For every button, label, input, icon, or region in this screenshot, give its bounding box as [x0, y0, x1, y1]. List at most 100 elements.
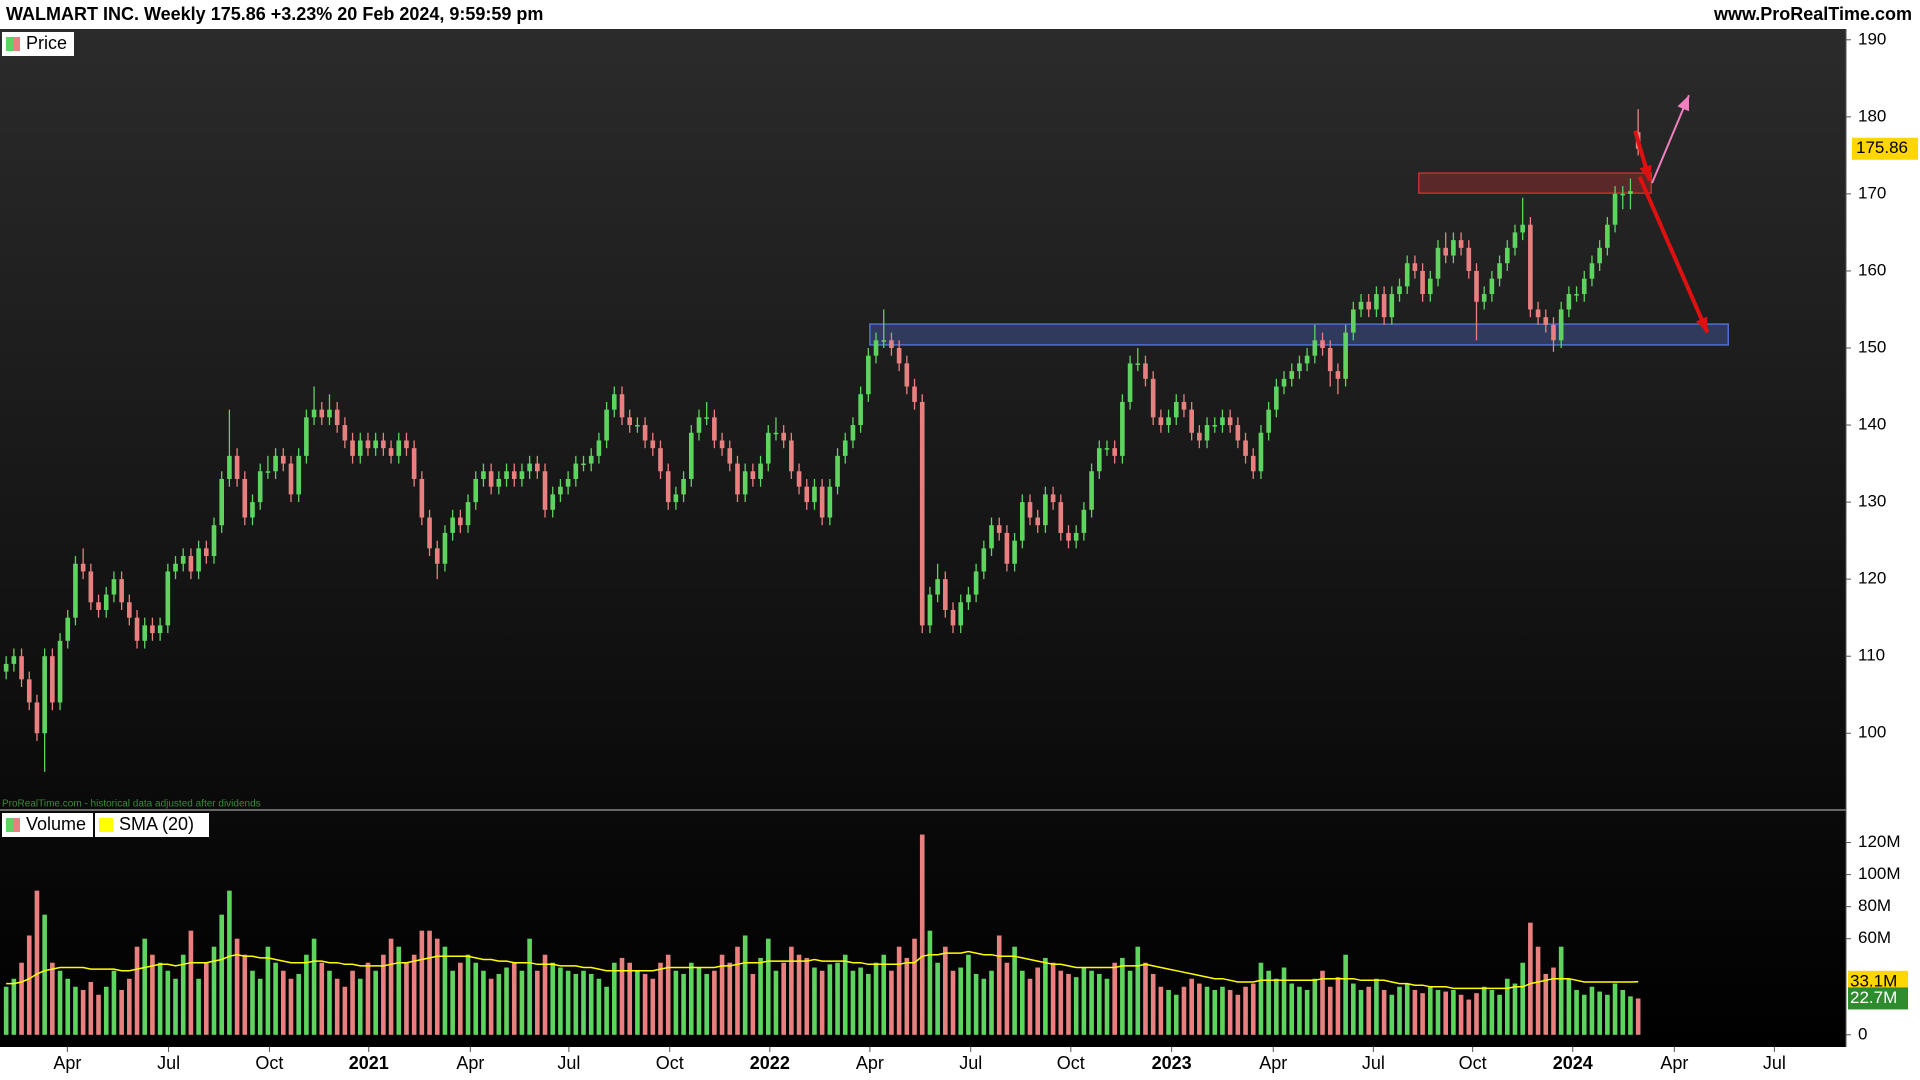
volume-bar — [1004, 962, 1010, 1035]
volume-bar — [288, 978, 294, 1035]
candle-body — [866, 355, 871, 395]
volume-bar — [465, 954, 471, 1035]
candle-body — [812, 486, 817, 503]
candle-body — [958, 602, 964, 626]
volume-bar — [1050, 962, 1056, 1035]
volume-bar — [1096, 973, 1102, 1035]
candle-body — [1004, 532, 1010, 564]
candle-body — [142, 625, 148, 641]
candle-body — [1366, 301, 1372, 310]
y-tick-label: 120 — [1858, 569, 1886, 588]
candle-body — [896, 347, 902, 364]
volume-bar — [1351, 983, 1356, 1035]
volume-bar — [203, 962, 209, 1035]
volume-bar — [527, 938, 532, 1035]
candle-body — [319, 409, 325, 418]
volume-bar — [1597, 991, 1602, 1035]
volume-bar — [280, 970, 286, 1035]
y-tick-label: 190 — [1858, 29, 1886, 48]
volume-bar — [1066, 973, 1071, 1035]
y-tick-label: 100 — [1858, 723, 1886, 742]
volume-bar — [742, 935, 748, 1035]
volume-bar — [1558, 946, 1564, 1035]
volume-bar — [1158, 986, 1164, 1035]
candle-body — [712, 417, 717, 441]
x-axis-background — [0, 1047, 1920, 1080]
volume-bar — [873, 962, 879, 1035]
volume-bar — [1035, 967, 1041, 1035]
y-tick-label: 110 — [1858, 646, 1885, 665]
volume-bar — [234, 938, 240, 1035]
volume-bar — [1343, 954, 1348, 1035]
volume-bar — [1528, 922, 1533, 1035]
volume-bar — [1089, 970, 1094, 1035]
candle-body — [65, 617, 71, 641]
arrow-shaft — [1651, 94, 1690, 184]
candle-body — [434, 548, 440, 564]
volume-bar — [111, 970, 117, 1035]
volume-bar — [565, 970, 571, 1035]
candle-body — [627, 417, 633, 426]
candle-body — [1274, 386, 1279, 410]
volume-bar — [219, 914, 225, 1035]
candle-body — [1227, 417, 1233, 426]
candle-body — [1019, 502, 1025, 541]
candle-body — [396, 440, 402, 456]
candle-body — [1397, 286, 1402, 295]
value-label: 22.7M — [1850, 988, 1897, 1007]
x-tick-label: Apr — [1259, 1053, 1287, 1073]
candle-body — [180, 556, 186, 564]
candle-body — [973, 571, 979, 595]
candle-body — [11, 656, 17, 664]
volume-bar — [642, 973, 648, 1035]
candle-body — [950, 609, 956, 626]
candle-body — [280, 455, 286, 464]
volume-bar — [427, 930, 432, 1035]
x-tick-label: Jul — [959, 1053, 982, 1073]
volume-bar — [265, 946, 271, 1035]
candle-body — [1012, 540, 1017, 564]
candle-body — [912, 386, 917, 402]
candle-body — [357, 440, 363, 456]
volume-bar — [26, 935, 32, 1035]
volume-bar — [350, 970, 355, 1035]
volume-bar — [1019, 970, 1025, 1035]
volume-bar — [1181, 986, 1187, 1035]
candle-body — [1558, 309, 1564, 341]
volume-bar — [542, 954, 548, 1035]
candle-body — [966, 594, 971, 603]
y-tick-label: 170 — [1858, 183, 1886, 202]
volume-bar — [180, 954, 186, 1035]
candle-body — [742, 471, 748, 495]
volume-bar — [765, 938, 771, 1035]
volume-bar — [719, 954, 725, 1035]
volume-bar — [1397, 986, 1402, 1035]
volume-bar — [658, 962, 663, 1035]
volume-bar — [1404, 983, 1410, 1035]
volume-bar — [327, 970, 332, 1035]
candle-body — [411, 448, 417, 479]
candle-body — [789, 440, 794, 472]
volume-bar — [966, 954, 971, 1035]
volume-bar — [1304, 989, 1310, 1035]
x-tick-label: Oct — [1057, 1053, 1085, 1073]
candle-body — [558, 486, 563, 495]
volume-bar — [458, 962, 463, 1035]
volume-bar — [273, 962, 278, 1035]
volume-bar — [381, 954, 386, 1035]
volume-bar — [127, 978, 132, 1035]
volume-bar — [1612, 983, 1618, 1035]
candle-body — [458, 517, 463, 526]
volume-bar — [1043, 957, 1048, 1035]
candle-body — [365, 440, 371, 449]
candle-body — [565, 478, 571, 487]
candle-body — [1489, 278, 1495, 295]
volume-bar — [1389, 994, 1395, 1035]
candle-body — [858, 394, 863, 426]
x-tick-label: Oct — [656, 1053, 684, 1073]
candle-body — [1543, 317, 1549, 325]
candle-body — [758, 463, 763, 479]
volume-bar — [688, 962, 694, 1035]
